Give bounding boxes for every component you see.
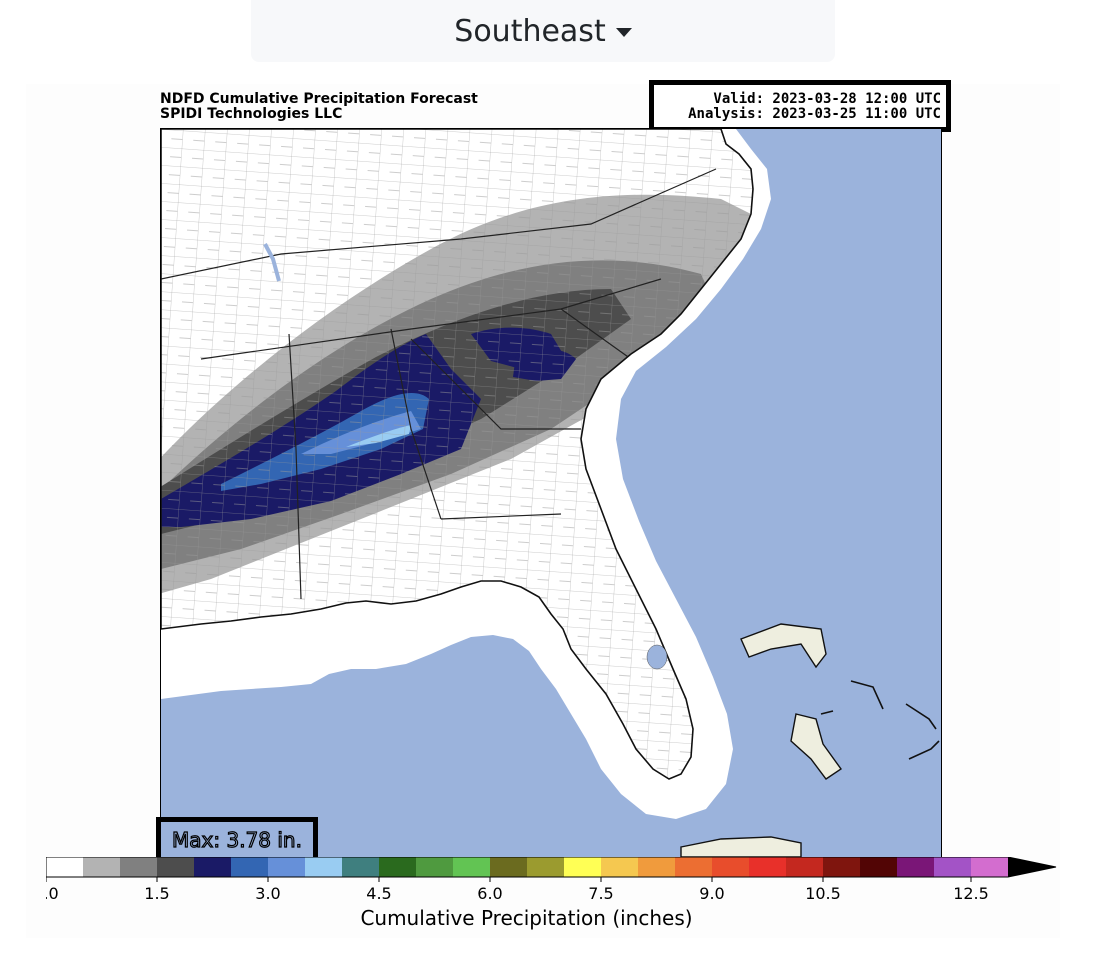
colorbar-tick-label: 7.5 bbox=[588, 884, 613, 903]
valid-time: Valid: 2023-03-28 12:00 UTC bbox=[713, 91, 941, 107]
colorbar-bin bbox=[638, 857, 675, 877]
colorbar-bin bbox=[194, 857, 231, 877]
region-select-label: Southeast bbox=[454, 13, 606, 49]
colorbar-outline bbox=[45, 856, 1057, 878]
colorbar-bin bbox=[342, 857, 379, 877]
max-precip-label: Max: 3.78 in. bbox=[171, 827, 302, 852]
map-title: NDFD Cumulative Precipitation Forecast S… bbox=[160, 92, 478, 122]
colorbar-tick-label: 9.0 bbox=[699, 884, 724, 903]
colorbar-bin bbox=[157, 857, 194, 877]
colorbar-bin bbox=[971, 857, 1008, 877]
colorbar-tick-label: 10.5 bbox=[805, 884, 841, 903]
colorbar-bin bbox=[46, 857, 83, 877]
region-select[interactable]: Southeast bbox=[251, 0, 835, 62]
colorbar-bin bbox=[712, 857, 749, 877]
valid-time-box: Valid: 2023-03-28 12:00 UTC Analysis: 20… bbox=[649, 80, 951, 132]
colorbar-bin bbox=[268, 857, 305, 877]
colorbar-bin bbox=[231, 857, 268, 877]
colorbar: 0.0 1.5 3.0 4.5 6.0 7.5 9.0 10.5 12.5 bbox=[33, 856, 1058, 909]
colorbar-tick-label: 0.0 bbox=[46, 884, 59, 903]
colorbar-bin bbox=[675, 857, 712, 877]
colorbar-label: Cumulative Precipitation (inches) bbox=[360, 906, 693, 930]
colorbar-bin bbox=[601, 857, 638, 877]
colorbar-bin bbox=[453, 857, 490, 877]
colorbar-bin bbox=[860, 857, 897, 877]
colorbar-bin bbox=[305, 857, 342, 877]
map-title-line2: SPIDI Technologies LLC bbox=[160, 106, 343, 122]
colorbar-bin bbox=[416, 857, 453, 877]
analysis-time: Analysis: 2023-03-25 11:00 UTC bbox=[688, 106, 941, 122]
colorbar-bin bbox=[823, 857, 860, 877]
caret-down-icon bbox=[615, 28, 632, 37]
colorbar-bin bbox=[934, 857, 971, 877]
map-canvas bbox=[161, 129, 940, 857]
colorbar-bin bbox=[564, 857, 601, 877]
colorbar-extend-arrow bbox=[1008, 857, 1056, 877]
colorbar-tick-label: 12.5 bbox=[953, 884, 989, 903]
precipitation-map bbox=[160, 128, 942, 858]
colorbar-bin bbox=[120, 857, 157, 877]
colorbar-bin bbox=[527, 857, 564, 877]
colorbar-bin bbox=[786, 857, 823, 877]
colorbar-tick-label: 1.5 bbox=[144, 884, 169, 903]
colorbar-bin bbox=[490, 857, 527, 877]
colorbar-bin bbox=[83, 857, 120, 877]
colorbar-bin bbox=[897, 857, 934, 877]
colorbar-tick-label: 4.5 bbox=[366, 884, 391, 903]
map-title-line1: NDFD Cumulative Precipitation Forecast bbox=[160, 91, 478, 107]
colorbar-bin bbox=[749, 857, 786, 877]
colorbar-bin bbox=[379, 857, 416, 877]
colorbar-svg: 0.0 1.5 3.0 4.5 6.0 7.5 9.0 10.5 12.5 bbox=[33, 856, 1057, 903]
colorbar-tick-label: 3.0 bbox=[255, 884, 280, 903]
colorbar-tick-label: 6.0 bbox=[477, 884, 502, 903]
